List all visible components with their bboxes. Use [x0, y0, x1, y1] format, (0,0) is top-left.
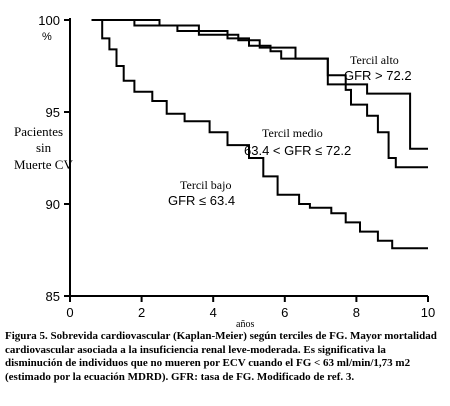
y-axis-label-line-1: Pacientes [14, 124, 63, 139]
axes [69, 18, 428, 297]
y-tick-label: 95 [46, 105, 60, 120]
y-axis-label-line-2: sin [36, 140, 52, 155]
kaplan-meier-chart: 85 90 95 100 0 2 4 6 8 10 % Pacientes sin Muerte… [14, 13, 435, 330]
x-tick-label: 4 [210, 305, 217, 320]
series-line-high [91, 19, 428, 150]
x-tick-label: 6 [281, 305, 288, 320]
series-group [91, 19, 428, 250]
series-annotation-low: GFR ≤ 63.4 [168, 193, 235, 208]
series-label-low: Tercil bajo [180, 178, 231, 192]
x-ticks: 0 2 4 6 8 10 [66, 296, 435, 320]
y-ticks: 85 90 95 100 [38, 13, 70, 304]
series-annotation-high: GFR > 72.2 [344, 68, 412, 83]
series-line-mid [91, 19, 428, 169]
series-label-high: Tercil alto [350, 53, 399, 67]
x-tick-label: 10 [421, 305, 435, 320]
x-tick-label: 0 [66, 305, 73, 320]
series-label-mid: Tercil medio [262, 126, 323, 140]
x-tick-label: 2 [138, 305, 145, 320]
x-tick-label: 8 [353, 305, 360, 320]
figure-caption: Figura 5. Sobrevida cardiovascular (Kapl… [5, 330, 437, 383]
y-tick-label: 90 [46, 197, 60, 212]
y-tick-label: 100 [38, 13, 60, 28]
y-tick-label: 85 [46, 289, 60, 304]
series-line-low [91, 19, 428, 250]
x-axis-unit: años [236, 319, 254, 330]
y-axis-label-line-3: Muerte CV [14, 157, 73, 172]
series-annotation-mid: 63.4 < GFR ≤ 72.2 [244, 143, 351, 158]
y-unit-label: % [42, 31, 52, 43]
